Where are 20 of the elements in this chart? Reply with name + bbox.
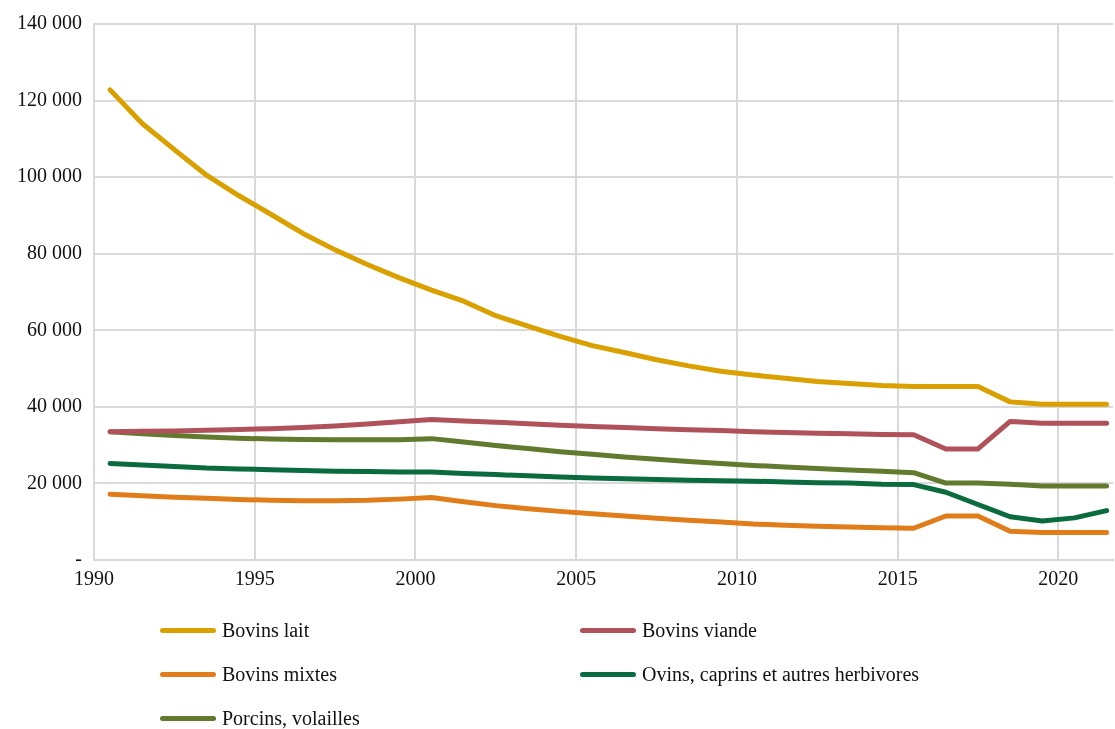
x-tick-label: 2005 bbox=[556, 567, 597, 590]
y-tick-label: 140 000 bbox=[17, 11, 82, 34]
legend-label: Porcins, volailles bbox=[222, 706, 360, 729]
x-tick-label: 2020 bbox=[1038, 567, 1079, 590]
y-tick-label: 40 000 bbox=[27, 394, 82, 417]
legend-label: Bovins viande bbox=[642, 618, 757, 642]
y-tick-label: - bbox=[75, 547, 82, 570]
y-tick-label: 80 000 bbox=[27, 240, 82, 263]
x-tick-label: 1995 bbox=[234, 567, 275, 590]
y-tick-label: 60 000 bbox=[27, 317, 82, 340]
x-tick-label: 2010 bbox=[716, 567, 757, 590]
x-tick-label: 2000 bbox=[395, 567, 436, 590]
legend-label: Bovins lait bbox=[222, 618, 310, 642]
y-tick-label: 100 000 bbox=[17, 164, 82, 187]
y-tick-label: 120 000 bbox=[17, 87, 82, 110]
x-tick-label: 2015 bbox=[877, 567, 918, 590]
x-tick-label: 1990 bbox=[74, 567, 114, 590]
legend-label: Ovins, caprins et autres herbivores bbox=[642, 662, 920, 686]
legend-label: Bovins mixtes bbox=[222, 662, 338, 686]
y-tick-label: 20 000 bbox=[27, 470, 82, 493]
